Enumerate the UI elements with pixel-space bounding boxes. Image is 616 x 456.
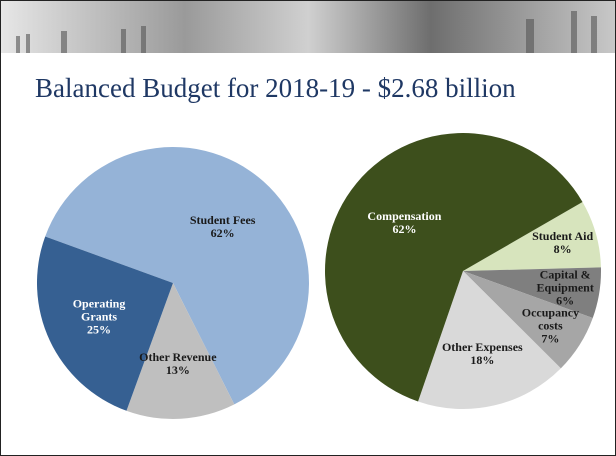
header-decor bbox=[16, 11, 597, 53]
pie-slice bbox=[45, 147, 309, 405]
slice-category: Occupancy costs bbox=[521, 305, 580, 333]
pie-slice bbox=[418, 271, 561, 409]
slice-value-label: 25% bbox=[87, 322, 112, 337]
slice-category: Other Revenue bbox=[139, 350, 217, 365]
slice-label: Student Fees 62% bbox=[181, 214, 265, 240]
slice-label: Occupancy costs 7% bbox=[508, 305, 592, 346]
slice-category: Other Expenses bbox=[441, 340, 523, 355]
slice-value-label: 7% bbox=[541, 331, 560, 346]
slice-value-label: 62% bbox=[392, 221, 417, 236]
pie-slice bbox=[463, 267, 601, 318]
slice-label: Capital & Equipment 6% bbox=[523, 268, 607, 307]
slice-value-label: 8% bbox=[553, 241, 572, 256]
slice-value-label: 13% bbox=[165, 363, 190, 378]
slice-category: Student Aid bbox=[532, 228, 594, 243]
slice-value-label: 6% bbox=[556, 293, 575, 308]
slice-label: Operating Grants 25% bbox=[57, 296, 141, 337]
slice-label: Compensation 62% bbox=[362, 208, 446, 236]
slice-label: Other Expenses 18% bbox=[440, 341, 524, 367]
pie-slice bbox=[36, 236, 174, 411]
slice-category: Student Fees bbox=[189, 213, 256, 228]
slice-value-label: 18% bbox=[470, 353, 495, 368]
slide-title: Balanced Budget for 2018-19 - $2.68 bill… bbox=[35, 73, 516, 103]
pie-slice bbox=[463, 271, 593, 369]
pie-slice bbox=[126, 283, 235, 419]
slice-label: Other Revenue 13% bbox=[136, 351, 220, 377]
slice-label: Student Aid 8% bbox=[521, 228, 605, 256]
slice-value-label: 62% bbox=[210, 226, 235, 241]
pie-slice bbox=[325, 133, 583, 402]
header-photo bbox=[1, 1, 615, 53]
slice-category: Capital & Equipment bbox=[536, 267, 594, 295]
slice-category: Compensation bbox=[367, 208, 442, 223]
pie-slice bbox=[463, 202, 601, 271]
slice-category: Operating Grants bbox=[72, 296, 126, 324]
